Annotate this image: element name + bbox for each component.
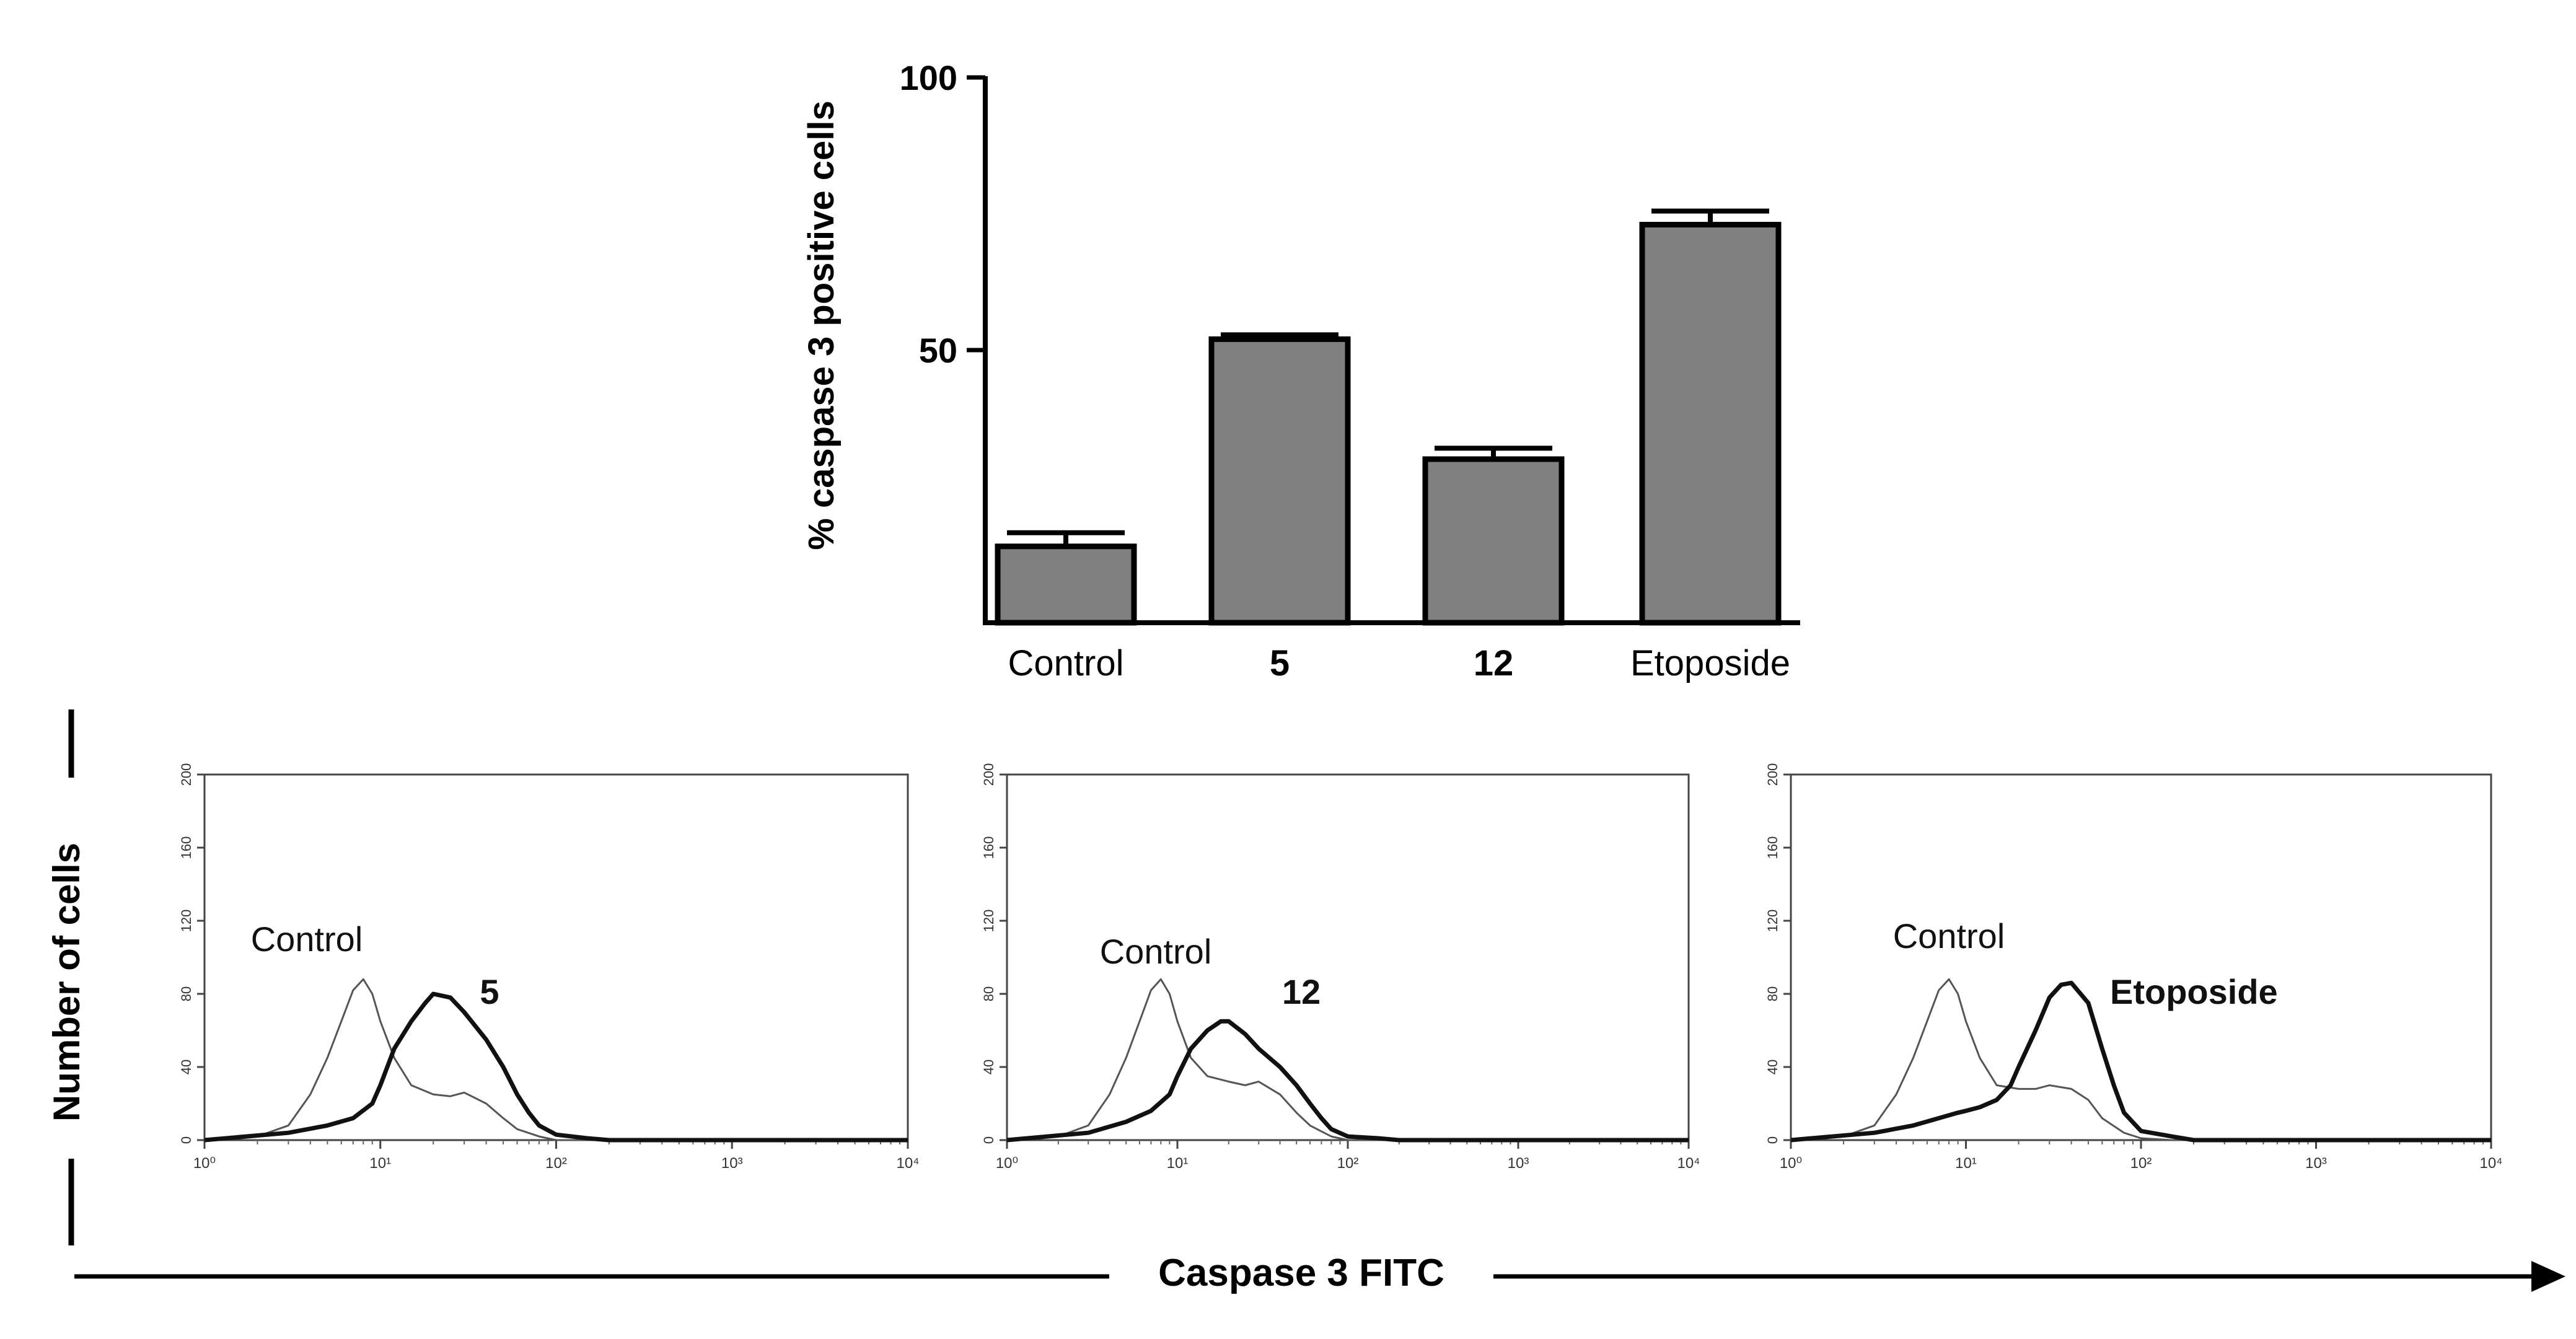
y-tick-label: 0 [178,1136,194,1144]
treatment-curve-label: 12 [1282,972,1321,1011]
control-curve-label: Control [251,920,363,959]
y-tick-label: 80 [178,986,194,1001]
bar [1639,222,1782,626]
x-tick-label: 10³ [2305,1155,2327,1172]
bar-category-label: 5 [1270,643,1290,683]
x-tick-label: 10⁰ [996,1155,1018,1172]
treatment-histogram-line [1790,980,2491,1143]
y-tick-label: 160 [981,836,996,859]
bar-category-label: 12 [1474,643,1514,683]
bar-category-labels: Control 5 12 Etoposide [1008,643,1790,683]
x-tick-label: 10² [2130,1155,2152,1172]
x-tick-label: 10⁰ [193,1155,216,1172]
x-tick-label: 10⁰ [1780,1155,1802,1172]
bar-y-tick-label: 100 [900,58,957,97]
treatment-histogram-line [204,991,908,1143]
x-tick-label: 10⁴ [896,1155,919,1172]
bar-category-label: Etoposide [1630,643,1790,683]
y-tick-label: 120 [178,910,194,933]
bar-ticks: 50 100 [900,58,985,370]
control-histogram-line [1790,978,2491,1141]
plot-frame [1790,773,2492,1141]
y-tick-label: 200 [178,763,194,786]
control-curve-label: Control [1893,916,2005,955]
bar-chart: % caspase 3 positive cells 50 100 Control… [801,58,1800,683]
x-arrow-head [2531,1261,2565,1292]
y-tick-label: 0 [1765,1136,1780,1144]
y-tick-label: 120 [1765,910,1780,933]
histogram-panel-12: 0 40 80 120 160 200 10⁰ 10¹ 10² 10³ 10⁴ Control 12 [981,763,1700,1172]
bar-category-label: Control [1008,643,1124,683]
x-tick-label: 10¹ [1955,1155,1977,1172]
x-tick-label: 10³ [1508,1155,1529,1172]
y-tick-label: 40 [178,1060,194,1074]
hist-x-axis-label: Caspase 3 FITC [1158,1252,1444,1294]
y-tick-label: 40 [1765,1060,1780,1074]
x-tick-label: 10⁴ [2479,1155,2502,1172]
treatment-histogram-line [1006,1019,1689,1143]
x-tick-label: 10⁴ [1677,1155,1700,1172]
y-tick-label: 80 [981,986,996,1001]
y-tick-label: 160 [178,836,194,859]
y-tick-label: 200 [1765,763,1780,786]
x-tick-label: 10² [545,1155,567,1172]
treatment-curve-label: Etoposide [2110,972,2278,1011]
histogram-panel-5: 0 40 80 120 160 200 10⁰ 10¹ 10² 10³ 10⁴ Control 5 [178,763,920,1172]
bar [995,543,1137,626]
histogram-panel-etoposide: 0 40 80 120 160 200 10⁰ 10¹ 10² 10³ 10⁴ Control Etop… [1765,763,2503,1172]
bar [1422,456,1565,626]
bar-y-tick-label: 50 [919,331,957,370]
hist-y-axis-label: Number of cells [46,843,87,1122]
y-tick-label: 200 [981,763,996,786]
y-tick-label: 80 [1765,986,1780,1001]
control-histogram-line [1006,978,1689,1141]
x-tick-label: 10¹ [369,1155,391,1172]
bars [995,222,1782,626]
bar [1208,336,1351,626]
x-tick-label: 10¹ [1167,1155,1189,1172]
y-tick-label: 160 [1765,836,1780,859]
control-curve-label: Control [1100,932,1212,971]
treatment-curve-label: 5 [480,972,499,1011]
x-tick-label: 10² [1337,1155,1359,1172]
y-tick-label: 0 [981,1136,996,1144]
x-tick-label: 10³ [721,1155,743,1172]
control-histogram-line [204,978,908,1141]
y-tick-label: 40 [981,1060,996,1074]
bar-y-axis-label: % caspase 3 positive cells [801,100,842,550]
y-tick-label: 120 [981,910,996,933]
bar-error-bars [1007,208,1769,547]
